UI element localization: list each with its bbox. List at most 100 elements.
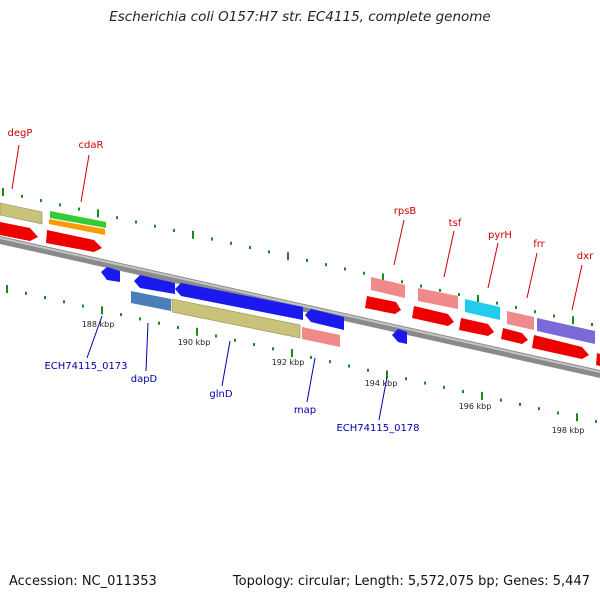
outer-tick — [21, 194, 23, 198]
outer-tick — [211, 237, 213, 241]
inner-tick — [557, 411, 559, 415]
label-glnD: glnD — [209, 389, 232, 400]
label-frr: frr — [533, 239, 545, 250]
label-degP: degP — [8, 128, 33, 139]
red-arrow-4[interactable] — [412, 306, 454, 326]
gene-frr[interactable] — [507, 311, 534, 330]
outer-tick — [173, 228, 175, 232]
inner-tick — [405, 377, 407, 381]
leader-tsf — [443, 230, 455, 278]
outer-tick — [458, 293, 460, 297]
inner-tick — [500, 398, 502, 402]
gene-blue-2[interactable] — [134, 275, 175, 294]
outer-tick — [306, 258, 308, 262]
red-arrow-2[interactable] — [46, 230, 102, 252]
leader-ECH74115_0178 — [378, 376, 388, 421]
leader-dxr — [571, 264, 583, 311]
outer-tick — [154, 224, 156, 228]
inner-tick-ring — [6, 285, 597, 424]
gene-glnD-blue[interactable] — [175, 283, 303, 320]
inner-tick — [234, 338, 236, 342]
outer-tick — [116, 216, 118, 220]
inner-tick — [6, 285, 8, 293]
label-pyrH: pyrH — [488, 230, 512, 241]
topology-text: Topology: circular; Length: 5,572,075 bp… — [232, 574, 590, 589]
scale-194kbp: 194 kbp — [365, 379, 398, 388]
red-arrow-3[interactable] — [365, 296, 401, 314]
map-title: Escherichia coli O157:H7 str. EC4115, co… — [109, 9, 491, 25]
inner-tick — [139, 317, 141, 321]
outer-tick — [40, 199, 42, 203]
outer-tick — [249, 246, 251, 250]
label-rpsB: rpsB — [394, 206, 417, 217]
outer-tick — [287, 252, 289, 261]
inner-tick — [44, 296, 46, 300]
scale-192kbp: 192 kbp — [272, 358, 305, 367]
inner-tick — [120, 313, 122, 317]
outer-tick — [363, 271, 365, 275]
gene-khaki-long[interactable] — [171, 298, 301, 339]
forward-strand-red-row — [0, 222, 600, 366]
scale-188kbp: 188 kbp — [82, 320, 115, 329]
label-leaders — [11, 144, 583, 421]
gene-tsf[interactable] — [418, 288, 458, 309]
inner-tick — [462, 390, 464, 394]
outer-tick — [230, 241, 232, 245]
leader-pyrH — [487, 242, 499, 289]
leader-map — [306, 357, 316, 403]
leader-ECH74115_0173 — [86, 315, 103, 359]
gene-cdaR-orange[interactable] — [49, 219, 105, 235]
outer-tick — [78, 207, 80, 211]
outer-tick — [401, 280, 403, 284]
outer-tick — [135, 220, 137, 224]
gene-dxr[interactable] — [537, 318, 595, 344]
leader-frr — [526, 252, 538, 299]
inner-tick — [595, 420, 597, 424]
label-map: map — [294, 405, 316, 416]
inner-tick — [196, 327, 198, 336]
gene-ECH74115_0178[interactable] — [392, 329, 407, 344]
gene-pyrH[interactable] — [465, 299, 500, 320]
leader-cdaR — [80, 154, 90, 203]
inner-tick — [253, 343, 255, 347]
leader-rpsB — [393, 219, 405, 266]
red-arrow-5[interactable] — [459, 318, 494, 336]
gene-degP[interactable] — [0, 202, 43, 225]
inner-tick — [329, 360, 331, 364]
outer-tick — [439, 288, 441, 292]
gene-blue-4[interactable] — [305, 309, 344, 330]
inner-tick — [82, 304, 84, 308]
outer-tick — [515, 305, 517, 309]
inner-tick — [538, 407, 540, 411]
label-dxr: dxr — [577, 251, 594, 262]
gene-cdaR-green[interactable] — [50, 211, 106, 228]
inner-tick — [272, 347, 274, 351]
label-cdaR: cdaR — [79, 140, 104, 151]
gene-map[interactable] — [302, 327, 340, 347]
inner-tick — [519, 402, 521, 406]
red-arrow-7[interactable] — [532, 335, 589, 359]
outer-tick — [572, 316, 574, 325]
inner-tick — [348, 364, 350, 368]
inner-tick — [177, 325, 179, 329]
leader-glnD — [221, 340, 231, 387]
red-arrow-8[interactable] — [596, 353, 600, 366]
reverse-strand-genes — [101, 267, 407, 347]
scale-196kbp: 196 kbp — [459, 402, 492, 411]
label-ECH74115_0173: ECH74115_0173 — [44, 361, 127, 372]
inner-tick — [576, 413, 578, 422]
scale-labels: 188 kbp 190 kbp 192 kbp 194 kbp 196 kbp … — [82, 320, 585, 435]
inner-tick — [215, 334, 217, 338]
outer-tick — [59, 203, 61, 207]
gene-rpsB[interactable] — [371, 277, 405, 298]
leader-degP — [11, 144, 20, 190]
label-ECH74115_0178: ECH74115_0178 — [336, 423, 419, 434]
red-arrow-6[interactable] — [501, 328, 528, 344]
gene-small-blue-1[interactable] — [101, 267, 120, 282]
red-arrow-1[interactable] — [0, 222, 38, 241]
inner-tick — [481, 391, 483, 400]
inner-tick — [310, 355, 312, 359]
gene-dapD[interactable] — [131, 291, 171, 311]
outer-tick — [2, 188, 4, 196]
leader-dapD — [145, 322, 149, 372]
